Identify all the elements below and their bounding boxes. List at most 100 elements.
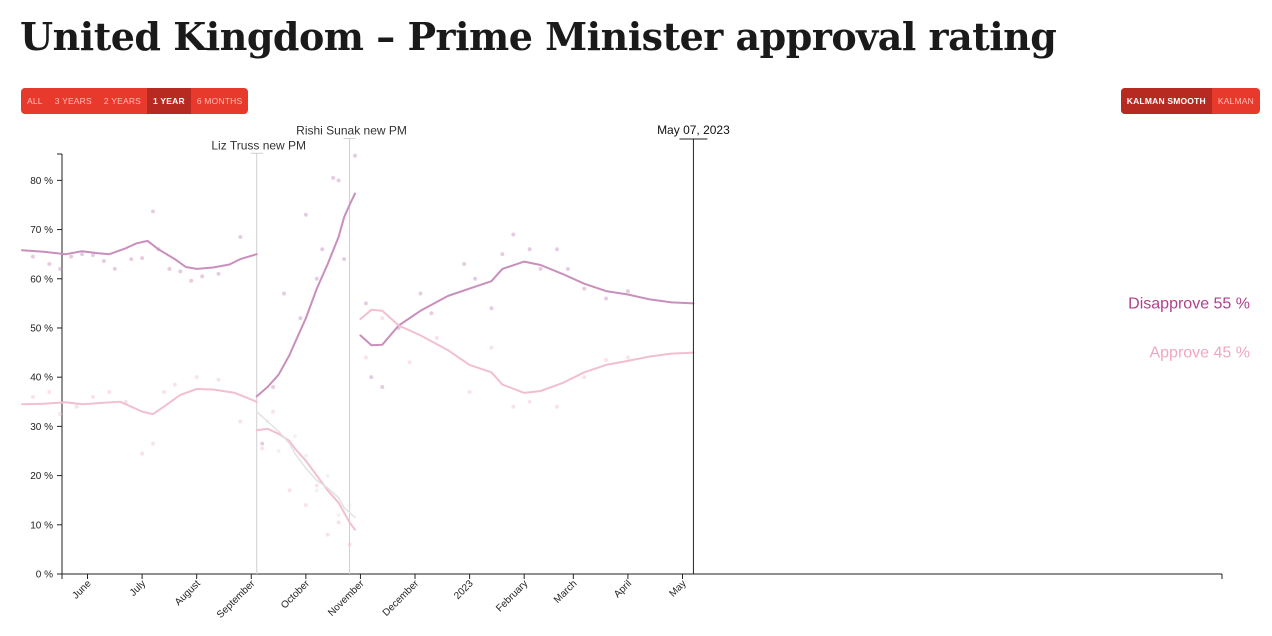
poll-point-disapprove [369, 375, 374, 380]
poll-point-disapprove [238, 234, 243, 239]
x-tick-label: 2023 [452, 578, 476, 602]
current-date-label: May 07, 2023 [657, 123, 730, 137]
poll-point-disapprove [604, 296, 609, 301]
kalman-smooth-button[interactable]: KALMAN SMOOTH [1120, 88, 1212, 114]
poll-point-disapprove [140, 256, 145, 261]
y-tick-label: 40 % [30, 373, 53, 384]
poll-point-disapprove [260, 441, 265, 446]
poll-point-approve [172, 382, 177, 387]
poll-point-approve [107, 389, 112, 394]
poll-point-approve [90, 394, 95, 399]
poll-point-approve [47, 389, 52, 394]
y-tick-label: 60 % [30, 274, 53, 285]
x-tick-label: June [71, 578, 94, 601]
poll-point-disapprove [500, 252, 505, 257]
poll-point-disapprove [282, 291, 287, 296]
poll-point-approve [314, 483, 319, 488]
poll-point-disapprove [363, 301, 368, 306]
range-selector: ALL 3 YEARS 2 YEARS 1 YEAR 6 MONTHS [21, 88, 249, 114]
page-title: United Kingdom – Prime Minister approval… [20, 14, 1057, 59]
poll-point-approve [347, 542, 352, 547]
x-tick-label: October [279, 578, 312, 611]
end-label-approve: Approve 45 % [1149, 345, 1250, 362]
y-tick-label: 70 % [30, 225, 53, 236]
poll-point-disapprove [554, 247, 559, 252]
poll-point-approve [161, 389, 166, 394]
poll-point-disapprove [314, 276, 319, 281]
poll-point-approve [604, 357, 609, 362]
x-tick-label: September [215, 578, 258, 621]
poll-point-approve [380, 316, 385, 321]
poll-point-approve [74, 404, 79, 409]
range-button-3-years[interactable]: 3 YEARS [54, 96, 92, 106]
series-line-approve [359, 308, 695, 394]
kalman-button[interactable]: KALMAN [1217, 96, 1254, 106]
poll-point-disapprove [58, 266, 63, 271]
poll-point-disapprove [167, 266, 172, 271]
poll-point-disapprove [303, 212, 308, 217]
poll-point-approve [30, 394, 35, 399]
x-tick-label: July [128, 578, 148, 598]
poll-point-approve [216, 377, 221, 382]
smoothing-selector: KALMAN SMOOTH KALMAN [1120, 88, 1260, 114]
poll-point-other [292, 434, 297, 439]
y-tick-label: 30 % [30, 422, 53, 433]
range-button-1-year[interactable]: 1 YEAR [147, 88, 191, 114]
y-tick-label: 80 % [30, 176, 53, 187]
poll-point-approve [194, 375, 199, 380]
poll-point-disapprove [352, 153, 357, 158]
poll-point-disapprove [298, 316, 303, 321]
poll-point-approve [434, 335, 439, 340]
poll-point-approve [554, 404, 559, 409]
y-tick-label: 20 % [30, 471, 53, 482]
poll-point-disapprove [200, 274, 205, 279]
series-line-other [255, 410, 356, 519]
poll-point-disapprove [342, 257, 347, 262]
range-button-6-months[interactable]: 6 MONTHS [196, 96, 243, 106]
poll-point-disapprove [189, 278, 194, 283]
x-tick-label: April [612, 578, 634, 600]
poll-point-other [347, 503, 352, 508]
poll-point-approve [336, 520, 341, 525]
poll-point-other [325, 473, 330, 478]
poll-point-approve [271, 409, 276, 414]
poll-point-disapprove [527, 247, 532, 252]
poll-point-disapprove [331, 175, 336, 180]
poll-point-disapprove [90, 253, 95, 258]
poll-point-approve [527, 399, 532, 404]
poll-point-approve [238, 419, 243, 424]
y-tick-label: 0 % [36, 570, 53, 581]
series-line-disapprove [255, 192, 356, 398]
end-label-disapprove: Disapprove 55 % [1128, 295, 1250, 312]
poll-point-disapprove [30, 254, 35, 259]
poll-point-disapprove [538, 266, 543, 271]
poll-point-approve [489, 345, 494, 350]
poll-point-other [314, 488, 319, 493]
poll-point-disapprove [80, 252, 85, 257]
x-tick-label: December [381, 578, 422, 619]
x-tick-label: February [494, 578, 530, 614]
event-label: Rishi Sunak new PM [296, 124, 407, 138]
poll-point-approve [287, 488, 292, 493]
approval-chart: 0 % 10 % 20 % 30 % 40 % 50 % 60 % 70 % 80 % June J… [21, 123, 1250, 621]
series-line-disapprove [359, 260, 695, 347]
range-button-2-years[interactable]: 2 YEARS [103, 96, 142, 106]
x-tick-label: November [326, 578, 367, 619]
poll-point-approve [363, 355, 368, 360]
poll-point-other [336, 512, 341, 517]
poll-point-disapprove [101, 259, 106, 264]
poll-point-disapprove [418, 291, 423, 296]
x-tick-label: August [173, 578, 203, 608]
poll-point-disapprove [112, 266, 117, 271]
poll-point-disapprove [473, 276, 478, 281]
range-button-all[interactable]: ALL [27, 96, 43, 106]
poll-point-approve [511, 404, 516, 409]
poll-point-disapprove [47, 262, 52, 267]
poll-point-approve [582, 375, 587, 380]
y-tick-label: 10 % [30, 520, 53, 531]
poll-point-approve [467, 389, 472, 394]
poll-point-disapprove [271, 385, 276, 390]
poll-point-approve [325, 532, 330, 537]
poll-point-disapprove [511, 232, 516, 237]
poll-point-disapprove [429, 311, 434, 316]
